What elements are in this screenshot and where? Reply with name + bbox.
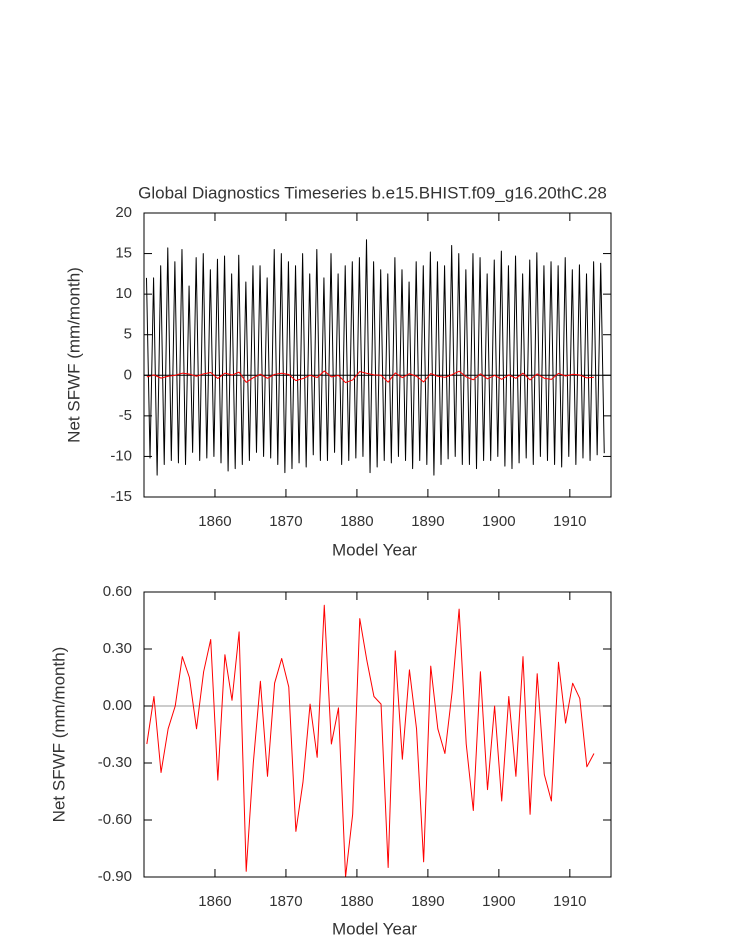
y-tick-label: 5 — [124, 326, 132, 343]
data-line — [146, 370, 595, 384]
y-tick-label: 15 — [115, 245, 132, 262]
x-tick-label: 1890 — [411, 893, 444, 910]
y-tick-label: -0.60 — [98, 811, 132, 828]
y-tick-label: 0 — [124, 366, 132, 383]
y-axis-label: Net SFWF (mm/month) — [64, 267, 83, 443]
x-tick-label: 1900 — [482, 893, 515, 910]
x-tick-label: 1870 — [269, 893, 302, 910]
x-tick-label: 1880 — [340, 513, 373, 530]
x-axis-label: Model Year — [332, 540, 417, 559]
x-tick-label: 1860 — [198, 513, 231, 530]
plot-frame — [143, 591, 612, 878]
y-axis-label: Net SFWF (mm/month) — [49, 647, 68, 823]
x-axis-label: Model Year — [332, 919, 417, 938]
y-tick-label: 0.30 — [103, 640, 132, 657]
y-tick-label: -0.30 — [98, 754, 132, 771]
x-tick-label: 1910 — [553, 893, 586, 910]
y-tick-label: -0.90 — [98, 868, 132, 885]
y-tick-label: 20 — [115, 204, 132, 221]
chart-title: Global Diagnostics Timeseries b.e15.BHIS… — [138, 183, 607, 202]
x-tick-label: 1860 — [198, 893, 231, 910]
y-tick-label: 0.00 — [103, 697, 132, 714]
x-tick-label: 1900 — [482, 513, 515, 530]
x-tick-label: 1870 — [269, 513, 302, 530]
x-tick-label: 1880 — [340, 893, 373, 910]
y-tick-label: -15 — [110, 488, 132, 505]
plot-frame — [143, 212, 612, 498]
x-tick-label: 1910 — [553, 513, 586, 530]
x-tick-label: 1890 — [411, 513, 444, 530]
y-tick-label: -10 — [110, 447, 132, 464]
y-tick-label: 10 — [115, 285, 132, 302]
y-tick-label: -5 — [119, 407, 132, 424]
data-line — [146, 604, 595, 878]
y-tick-label: 0.60 — [103, 583, 132, 600]
data-line — [145, 239, 605, 476]
